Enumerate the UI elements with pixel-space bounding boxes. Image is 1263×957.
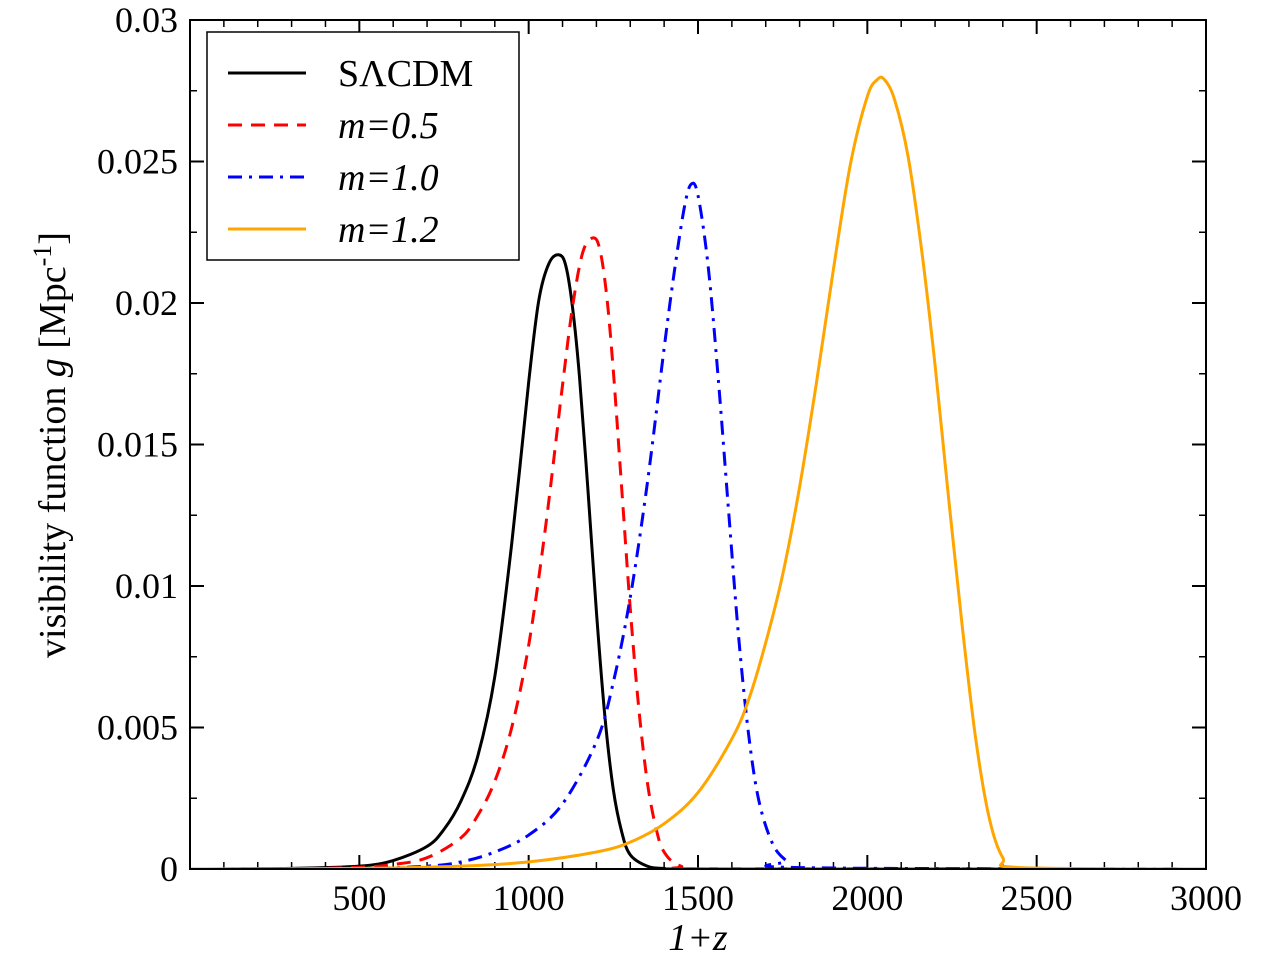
y-axis-title: visibility function g [Mpc-1] — [28, 232, 74, 658]
y-axis-title-unit-exponent: -1 — [28, 245, 57, 267]
x-tick-label: 500 — [332, 878, 386, 918]
plot-frame — [189, 19, 1207, 870]
y-axis-title-prefix: visibility function — [32, 377, 74, 658]
y-axis-title-unit: [Mpc — [32, 266, 74, 358]
tick-labels: 500 1000 1500 2000 2500 3000 0 0.005 0.01 0.015 0.… — [97, 0, 1242, 918]
x-tick-label: 1000 — [493, 878, 565, 918]
series-lines — [190, 75, 1206, 869]
legend-label-3: m=1.2 — [338, 209, 439, 251]
x-tick-label: 1500 — [662, 878, 734, 918]
x-tick-label: 2500 — [1001, 878, 1073, 918]
y-tick-label: 0.01 — [115, 566, 178, 606]
x-tick-label: 2000 — [831, 878, 903, 918]
series-line-3 — [190, 75, 1206, 869]
y-tick-label: 0.015 — [97, 425, 178, 465]
y-tick-label: 0.025 — [97, 142, 178, 182]
legend-label-1: m=0.5 — [338, 105, 439, 147]
legend: SΛCDM m=0.5 m=1.0 m=1.2 — [206, 31, 520, 261]
x-tick-label: 3000 — [1170, 878, 1242, 918]
y-axis-title-symbol: g — [32, 358, 74, 377]
y-tick-label: 0.02 — [115, 283, 178, 323]
series-line-2 — [190, 181, 1206, 869]
y-tick-label: 0 — [160, 849, 178, 889]
legend-box — [206, 31, 520, 261]
legend-label-2: m=1.0 — [338, 157, 439, 199]
series-line-0 — [190, 253, 1206, 869]
y-tick-label: 0.005 — [97, 708, 178, 748]
y-axis-title-unit-close: ] — [32, 232, 74, 245]
legend-label-0: SΛCDM — [338, 53, 473, 95]
series-line-1 — [190, 236, 1206, 869]
y-tick-label: 0.03 — [115, 0, 178, 40]
x-axis-title: 1+z — [668, 917, 728, 957]
